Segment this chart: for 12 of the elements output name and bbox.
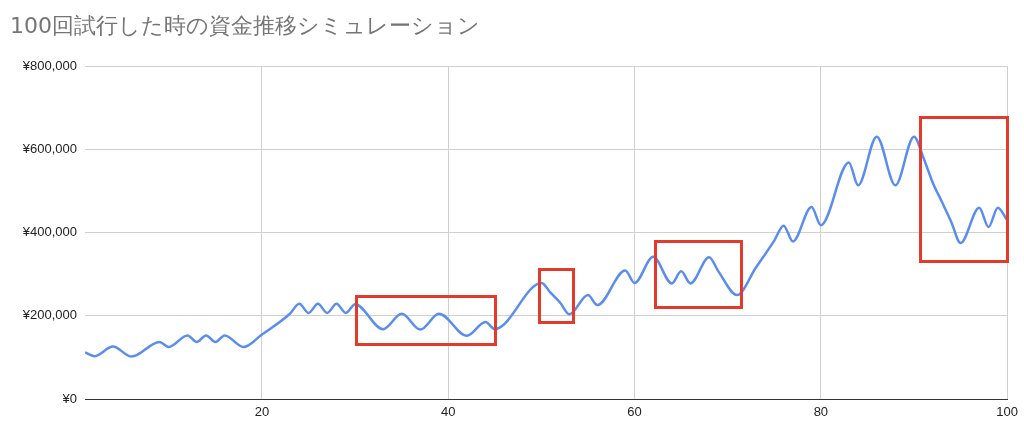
y-tick-label: ¥0 — [61, 390, 77, 406]
y-tick-label: ¥200,000 — [21, 307, 77, 323]
chart-title: 100回試行した時の資金推移シミュレーション — [10, 12, 480, 38]
line-series — [85, 135, 1008, 358]
x-tick-label: 60 — [627, 404, 642, 420]
x-tick-label: 80 — [813, 404, 829, 420]
x-tick-label: 40 — [441, 404, 456, 420]
y-tick-label: ¥800,000 — [21, 57, 77, 73]
x-tick-label: 100 — [996, 404, 1019, 420]
y-tick-label: ¥400,000 — [21, 224, 77, 240]
x-tick-label: 20 — [254, 404, 270, 420]
y-tick-label: ¥600,000 — [21, 141, 77, 157]
